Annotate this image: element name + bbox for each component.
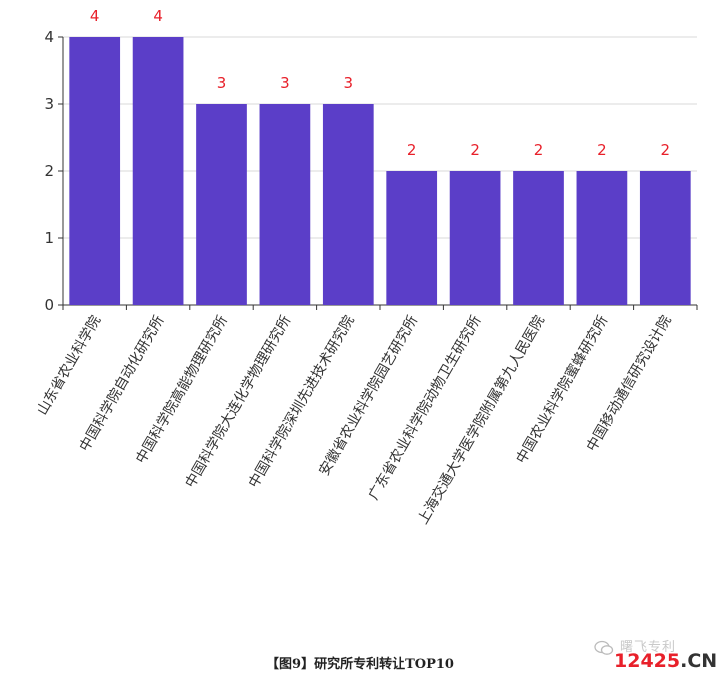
data-label: 3 — [217, 74, 227, 92]
bar-chart: 012344山东省农业科学院4中国科学院自动化研究所3中国科学院高能物理研究所3… — [34, 7, 698, 528]
y-tick-label: 0 — [44, 296, 54, 314]
data-label: 4 — [153, 7, 163, 25]
y-tick-label: 2 — [44, 162, 54, 180]
data-label: 4 — [90, 7, 100, 25]
data-label: 2 — [407, 141, 417, 159]
y-tick-label: 1 — [44, 229, 54, 247]
data-label: 2 — [534, 141, 544, 159]
bar — [132, 37, 184, 305]
data-label: 2 — [597, 141, 607, 159]
y-tick-label: 4 — [44, 28, 54, 46]
x-tick-label: 中国科学院深圳先进技术研究院 — [246, 313, 358, 491]
bar — [322, 104, 374, 305]
bar — [639, 171, 691, 305]
x-tick-label: 上海交通大学医学院附属第九人民医院 — [414, 313, 548, 528]
bar — [69, 37, 121, 305]
watermark-subtitle: 曙飞专利 — [620, 640, 677, 655]
watermark-domain: 12425.CN — [614, 650, 718, 672]
data-label: 3 — [344, 74, 354, 92]
bar — [576, 171, 628, 305]
data-label: 2 — [661, 141, 671, 159]
wechat-icon — [594, 640, 614, 655]
x-tick-label: 山东省农业科学院 — [34, 313, 104, 418]
bar — [386, 171, 438, 305]
bar — [196, 104, 247, 305]
watermark-logo: 曙飞专利 12425.CN — [588, 636, 718, 676]
bar — [259, 104, 311, 305]
y-tick-label: 3 — [44, 95, 54, 113]
bar — [449, 171, 501, 305]
x-tick-label: 中国科学院大连化学物理研究所 — [183, 313, 295, 491]
data-label: 2 — [470, 141, 480, 159]
x-tick-label: 广东省农业科学院动物卫生研究所 — [366, 313, 485, 503]
bar — [513, 171, 564, 305]
figure-caption: 【图9】研究所专利转让TOP10 — [266, 657, 454, 672]
data-label: 3 — [280, 74, 290, 92]
